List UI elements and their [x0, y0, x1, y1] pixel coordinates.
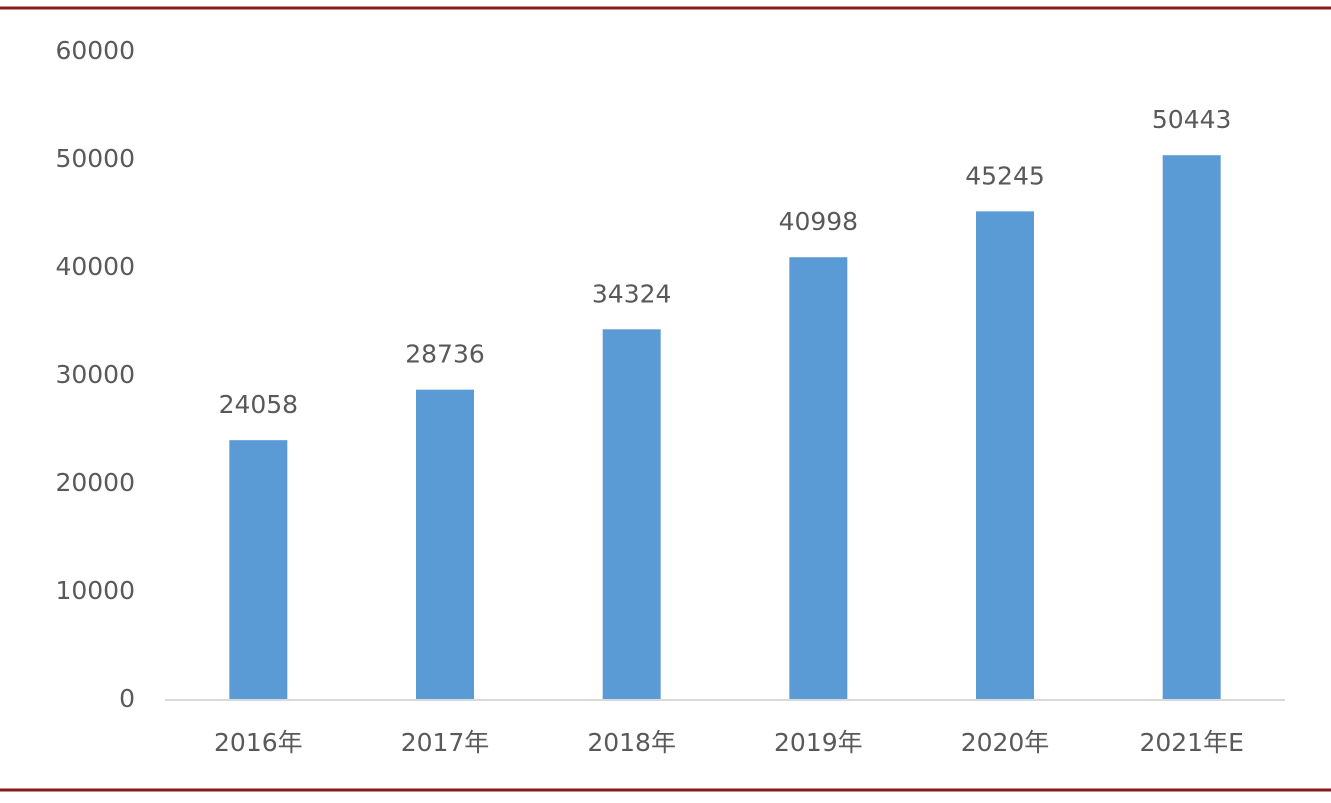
- data-label: 24058: [219, 390, 299, 419]
- x-tick-label: 2019年: [774, 728, 863, 757]
- y-tick-label: 0: [119, 684, 135, 713]
- y-tick-label: 40000: [55, 252, 135, 281]
- bar: [416, 389, 474, 700]
- bar: [1162, 155, 1221, 701]
- x-tick-label: 2020年: [961, 728, 1050, 757]
- bar: [229, 440, 288, 700]
- y-tick-label: 30000: [55, 360, 135, 389]
- x-tick-label: 2018年: [587, 728, 676, 757]
- y-tick-label: 20000: [55, 468, 135, 497]
- y-tick-label: 10000: [55, 576, 135, 605]
- data-label: 50443: [1152, 105, 1232, 134]
- data-label: 40998: [779, 207, 859, 236]
- y-tick-label: 50000: [55, 144, 135, 173]
- y-tick-label: 60000: [55, 36, 135, 65]
- data-label: 28736: [405, 340, 485, 369]
- bar: [789, 257, 848, 700]
- x-tick-label: 2016年: [214, 728, 303, 757]
- x-tick-label: 2021年E: [1139, 728, 1243, 757]
- bar: [976, 211, 1034, 700]
- bar: [602, 329, 661, 700]
- x-tick-label: 2017年: [401, 728, 490, 757]
- data-label: 45245: [965, 161, 1045, 190]
- data-label: 34324: [592, 279, 672, 308]
